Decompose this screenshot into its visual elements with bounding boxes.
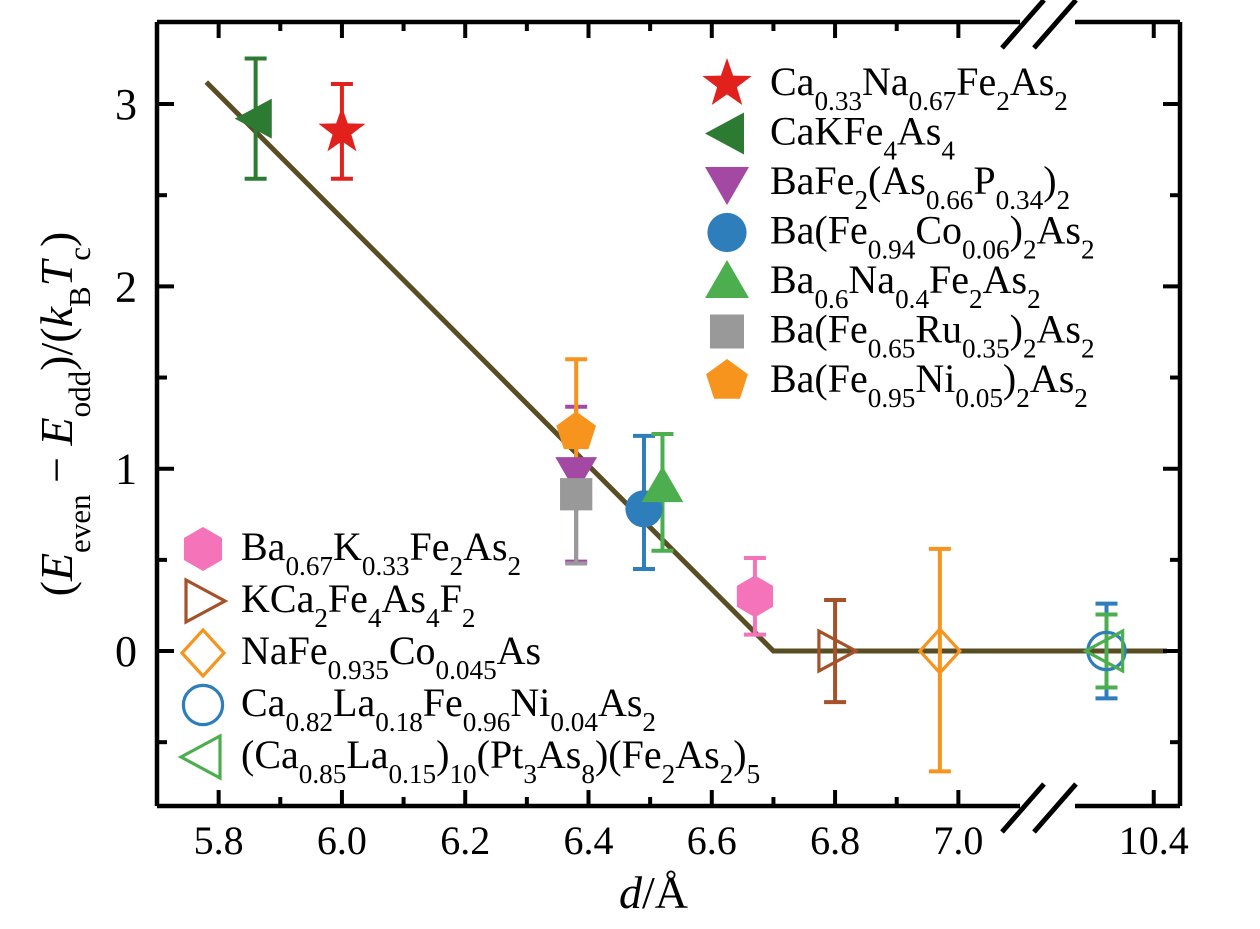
legend-label: (Ca0.85La0.15)10(Pt3As8)(Fe2As2)5 <box>241 732 760 789</box>
x-axis-label: d/Å <box>619 867 688 918</box>
marker-right-triangle-open <box>817 628 860 674</box>
data-point-marker[interactable] <box>736 575 774 618</box>
legend-marker-left-triangle <box>705 112 744 155</box>
legend-marker-star <box>702 58 752 106</box>
y-tick-label: 2 <box>115 262 137 311</box>
legend-label: Ca0.33Na0.67Fe2As2 <box>770 59 1068 116</box>
trend-line-path <box>204 80 1167 654</box>
legend-entry[interactable]: Ca0.33Na0.67Fe2As2 <box>702 58 1068 116</box>
legend-top: Ca0.33Na0.67Fe2As2CaKFe4As4BaFe2(As0.66P… <box>702 58 1095 413</box>
y-tick-label: 1 <box>115 445 137 494</box>
legend-label: Ba(Fe0.94Co0.06)2As2 <box>770 208 1095 265</box>
legend-label: BaFe2(As0.66P0.34)2 <box>770 158 1070 215</box>
marker-up-triangle <box>641 466 684 503</box>
data-point-marker[interactable] <box>641 466 684 503</box>
legend-entry[interactable]: Ba(Fe0.94Co0.06)2As2 <box>707 208 1095 265</box>
x-tick-label: 6.4 <box>564 818 614 863</box>
data-point-marker[interactable] <box>318 106 366 152</box>
marker-diamond-open <box>917 626 962 676</box>
data-point-marker[interactable] <box>917 626 962 676</box>
y-tick-label: 0 <box>115 627 137 676</box>
trend-line <box>204 80 1167 654</box>
legend-entry[interactable]: KCa2Fe4As4F2 <box>184 576 475 633</box>
legend-label: Ba0.6Na0.4Fe2As2 <box>770 257 1041 314</box>
axis-break-slash-bottom-1 <box>1000 782 1046 834</box>
legend-marker-pentagon <box>706 359 748 399</box>
data-point-marker[interactable] <box>1082 628 1125 674</box>
legend-entry[interactable]: Ba0.6Na0.4Fe2As2 <box>705 257 1041 314</box>
axis-labels: d/Å (Eeven − Eodd)/(kBTc) <box>31 232 688 918</box>
data-point[interactable] <box>928 546 951 774</box>
legend-entry[interactable]: Ba(Fe0.65Ru0.35)2As2 <box>710 307 1095 364</box>
x-tick-label: 6.0 <box>317 818 367 863</box>
legend-marker-diamond-open <box>179 627 227 679</box>
legend-marker-hexagon <box>183 527 223 571</box>
legend-marker-down-triangle <box>705 167 749 205</box>
x-tick-label: 6.6 <box>687 818 737 863</box>
axis-break-slash-top-2 <box>1032 0 1078 50</box>
legend-entry[interactable]: Ca0.82La0.18Fe0.96Ni0.04As2 <box>181 680 656 737</box>
y-tick-label: 3 <box>115 80 137 129</box>
data-points <box>234 56 1127 774</box>
legend-entry[interactable]: CaKFe4As4 <box>705 109 955 166</box>
x-tick-label: 10.4 <box>1119 818 1189 863</box>
marker-star <box>318 106 366 152</box>
data-point[interactable] <box>824 597 847 705</box>
legend-entry[interactable]: BaFe2(As0.66P0.34)2 <box>705 158 1070 215</box>
legend-label: NaFe0.935Co0.045As <box>241 628 541 685</box>
legend-label: Ba(Fe0.95Ni0.05)2As2 <box>770 356 1088 413</box>
legend-entry[interactable]: Ba(Fe0.95Ni0.05)2As2 <box>706 356 1088 413</box>
marker-square <box>560 478 593 511</box>
data-point-marker[interactable] <box>556 411 597 450</box>
y-axis-label: (Eeven − Eodd)/(kBTc) <box>31 232 97 597</box>
legend-entry[interactable]: NaFe0.935Co0.045As <box>179 627 541 685</box>
legend-marker-right-triangle-open <box>184 577 229 625</box>
data-point-marker[interactable] <box>560 478 593 511</box>
legend-marker-square <box>710 314 744 349</box>
legend-marker-up-triangle <box>705 260 749 298</box>
legend-entry[interactable]: Ba0.67K0.33Fe2As2 <box>183 524 521 581</box>
legend-label: CaKFe4As4 <box>770 109 955 166</box>
x-ticks: 5.8 6.0 6.2 6.4 6.6 6.8 7.0 10.4 <box>194 22 1189 863</box>
legend-label: Ba0.67K0.33Fe2As2 <box>241 524 521 581</box>
marker-down-triangle <box>555 457 598 494</box>
y-ticks: 0 1 2 3 <box>115 80 1180 745</box>
axis-break-slash-bottom-2 <box>1032 782 1078 834</box>
marker-pentagon <box>556 411 597 450</box>
marker-left-triangle <box>234 98 272 139</box>
legend-entry[interactable]: (Ca0.85La0.15)10(Pt3As8)(Fe2As2)5 <box>177 732 760 789</box>
x-tick-label: 7.0 <box>933 818 983 863</box>
x-tick-label: 5.8 <box>194 818 244 863</box>
legend-marker-circle <box>707 212 747 253</box>
data-point-marker[interactable] <box>817 628 860 674</box>
legend-label: Ba(Fe0.65Ru0.35)2As2 <box>770 307 1095 364</box>
x-tick-label: 6.2 <box>440 818 490 863</box>
data-point[interactable] <box>1095 612 1118 690</box>
legend-label: Ca0.82La0.18Fe0.96Ni0.04As2 <box>241 680 656 737</box>
axis-break-slash-top-1 <box>1000 0 1046 50</box>
data-point-marker[interactable] <box>555 457 598 494</box>
legend-marker-circle-open <box>181 683 225 727</box>
data-point-marker[interactable] <box>234 98 272 139</box>
marker-left-triangle-open <box>1082 628 1125 674</box>
x-tick-label: 6.8 <box>810 818 860 863</box>
legend-bottom: Ba0.67K0.33Fe2As2KCa2Fe4As4F2NaFe0.935Co… <box>177 524 760 789</box>
legend-marker-left-triangle-open <box>177 733 222 781</box>
marker-hexagon <box>736 575 774 618</box>
legend-label: KCa2Fe4As4F2 <box>241 576 475 633</box>
